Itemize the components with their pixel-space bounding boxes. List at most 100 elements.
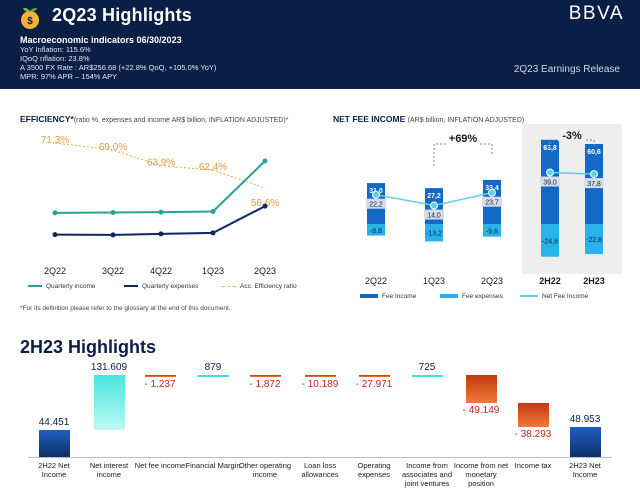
waterfall-value-label: - 10.189 [301,378,339,390]
change-label-bg [448,131,478,145]
fee-expenses-label: -9,6 [486,228,498,235]
macro-line: MPR: 97% APR – 154% APY [20,72,118,81]
fee-expenses-bar [585,224,603,255]
waterfall-bar [358,375,390,377]
waterfall-value-label: - 1.237 [144,378,176,390]
expenses-point [110,232,116,238]
income-point [158,209,164,215]
fee-income-label: 63,8 [543,145,557,152]
net-fee-point [430,201,438,210]
waterfall-value-label: - 49.149 [462,405,500,417]
waterfall-bar [304,375,336,377]
waterfall-title: 2H23 Highlights [20,337,157,357]
money-plant-icon: $ [21,7,39,29]
ratio-label: 69,0% [99,142,127,153]
legend-swatch [360,294,378,299]
expenses-point [262,203,268,209]
release-label: 2Q23 Earnings Release [513,64,620,75]
ratio-label: 63,9% [147,158,175,169]
ratio-label: 71,3% [41,135,69,146]
waterfall-bar [517,403,549,427]
change-label: +69% [449,133,478,145]
semester-panel [522,124,622,274]
waterfall-value-label: - 27.971 [355,378,393,390]
net-fee-label: 37,8 [587,181,601,188]
legend-item: Acc. Efficiency ratio [222,283,297,290]
net-fee-chart: 31,0-8,827,2-13,233,4-9,663,8-24,860,6-2… [366,124,622,274]
waterfall-category-label: 2H23 Net Income [569,461,601,479]
net-fee-point [546,168,554,177]
waterfall-value-label: 879 [204,362,222,373]
efficiency-title-note: (ratio %, expenses and income AR$ billio… [73,117,289,124]
waterfall-value-label: - 1.872 [249,378,281,390]
waterfall-bar [465,375,497,404]
net-fee-label-bg [584,178,604,189]
income-point [110,210,116,216]
ratio-label: 62,4% [199,162,227,173]
legend-item: Fee Income [360,293,416,300]
net-fee-label-bg [482,196,502,207]
legend-item: Fee expenses [440,293,503,300]
net-fee-label-bg [424,209,444,220]
net-fee-point [590,170,598,179]
waterfall-bar [93,375,125,430]
efficiency-chart: 71,3% 69,0% 63,9% 62,4% 56,6% [41,135,279,238]
header-banner: $ 2Q23 Highlights BBVA Macroeconomic ind… [0,0,640,89]
waterfall-value-label: 725 [418,362,436,373]
x-tick-label: 2Q23 [480,276,504,286]
efficiency-title-bold: EFFICIENCY* [20,114,74,124]
fee-expenses-bar [541,224,559,257]
change-bracket [433,143,493,166]
fee-expenses-label: -22,8 [586,237,602,244]
waterfall-category-label: Net fee income [134,461,186,470]
fee-income-label: 60,6 [587,149,601,156]
macro-line: YoY Inflation: 115.6% [20,45,91,54]
footnote: *For its definition please refer to the … [20,305,231,312]
expenses-point [52,232,58,238]
net-fee-label-bg [540,176,560,187]
waterfall-value-label: 44.451 [38,416,70,428]
fee-expenses-label: -8,8 [370,228,382,235]
waterfall-category-label: Income tax [514,461,552,470]
waterfall-bar [38,429,70,457]
x-tick-label: 1Q23 [201,266,225,276]
fee-expenses-bar [367,224,385,236]
legend-swatch [222,285,236,287]
net-fee-line [549,171,595,175]
x-tick-label: 2H23 [583,276,605,286]
fee-title: NET FEE INCOME (AR$ billion, INFLATION A… [333,114,524,124]
waterfall-bar [411,375,443,377]
fee-title-note: (AR$ billion, INFLATION ADJUSTED) [407,117,525,124]
legend-swatch [28,285,42,288]
legend-swatch [124,285,138,288]
fee-expenses-label: -13,2 [426,231,442,238]
net-fee-label: 14,0 [427,213,441,220]
page-title: 2Q23 Highlights [52,5,193,25]
waterfall-category-label: Other operating income [238,461,292,479]
fee-expenses-bar [483,224,501,237]
waterfall-bar [249,375,281,377]
waterfall-category-label: Financial Margin [185,461,241,470]
income-point [210,209,216,215]
fee-expenses-bar [425,224,443,242]
efficiency-title: EFFICIENCY*(ratio %, expenses and income… [20,114,288,124]
expenses-point [158,231,164,237]
waterfall-category-label: Income from net monetary position [453,461,509,488]
macro-title: Macroeconomic indicators 06/30/2023 [20,35,182,45]
macro-line: IQoQ nflation: 23.8% [20,54,90,63]
net-fee-label-bg [366,198,386,209]
waterfall-value-label: 131.609 [90,362,128,373]
x-tick-label: 2Q22 [43,266,67,276]
fee-expenses-label: -24,8 [542,238,558,245]
ratio-line [54,142,266,189]
fee-income-label: 33,4 [485,185,499,192]
net-fee-point [372,190,380,199]
x-tick-label: 2Q23 [253,266,277,276]
net-fee-label: 39,0 [543,180,557,187]
legend-swatch [520,295,538,298]
waterfall-bar [197,375,229,377]
x-tick-label: 3Q22 [101,266,125,276]
waterfall-axis [28,457,612,458]
change-label-bg [558,128,586,141]
x-tick-label: 4Q22 [149,266,173,276]
